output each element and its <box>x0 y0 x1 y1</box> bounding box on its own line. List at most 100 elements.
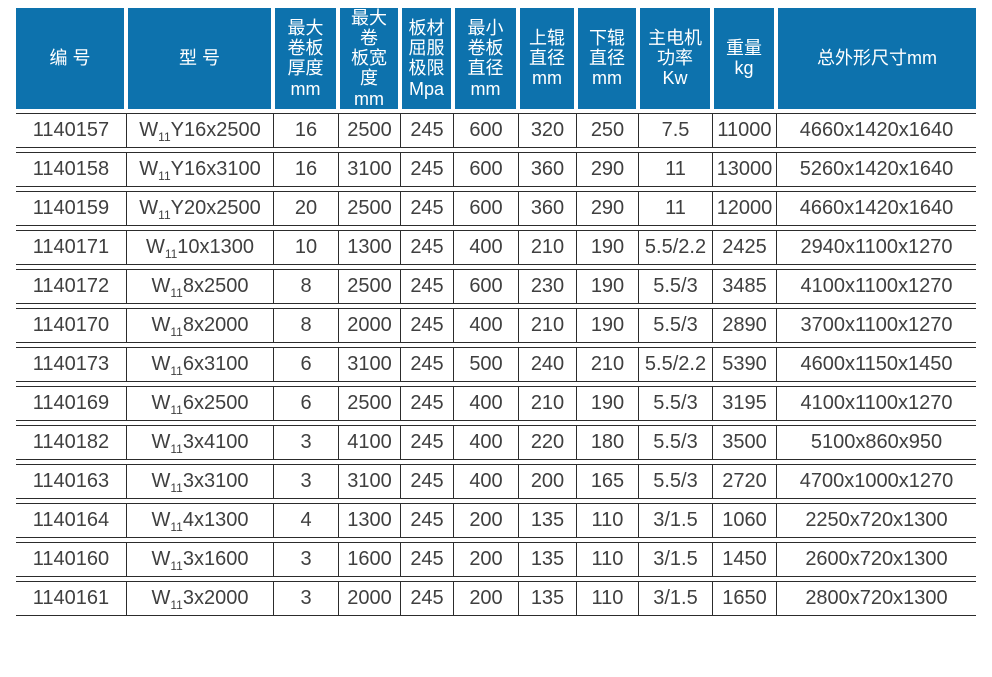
table-row: 1140169 W116x2500 6 2500 245 400 210 190 5.5/3 31… <box>16 385 976 421</box>
cell-overall-dimensions: 2250x720x1300 <box>776 502 976 538</box>
column-header-weight: 重量 kg <box>712 8 776 109</box>
model-subscript: 11 <box>170 519 183 534</box>
cell-max-plate-thickness: 6 <box>273 385 338 421</box>
cell-weight: 11000 <box>712 112 776 148</box>
column-header-max-plate-thickness: 最大 卷板 厚度 mm <box>273 8 338 109</box>
cell-overall-dimensions: 4100x1100x1270 <box>776 385 976 421</box>
model-base: W <box>151 391 171 414</box>
cell-max-plate-thickness: 8 <box>273 268 338 304</box>
model-base: W <box>139 157 159 180</box>
table-row: 1140158 W11Y16x3100 16 3100 245 600 360 290 11 13… <box>16 151 976 187</box>
model-rest: 6x3100 <box>182 352 249 375</box>
cell-lower-roller-diameter: 290 <box>576 151 638 187</box>
spec-table-body: 1140157 W11Y16x2500 16 2500 245 600 320 250 7.5 1… <box>16 112 976 616</box>
cell-lower-roller-diameter: 110 <box>576 541 638 577</box>
cell-overall-dimensions: 4660x1420x1640 <box>776 112 976 148</box>
cell-min-roll-diameter: 200 <box>453 541 518 577</box>
cell-weight: 1060 <box>712 502 776 538</box>
model-rest: 3x2000 <box>182 586 249 609</box>
cell-lower-roller-diameter: 190 <box>576 229 638 265</box>
cell-yield-limit: 245 <box>400 346 453 382</box>
cell-max-plate-width: 2500 <box>338 190 400 226</box>
cell-model: W11Y20x2500 <box>126 190 273 226</box>
table-row: 1140159 W11Y20x2500 20 2500 245 600 360 290 11 12… <box>16 190 976 226</box>
model-base: W <box>151 586 171 609</box>
model-subscript: 11 <box>158 168 171 183</box>
column-header-max-plate-width: 最大 卷 板宽 度 mm <box>338 8 400 109</box>
cell-max-plate-width: 2000 <box>338 580 400 616</box>
cell-yield-limit: 245 <box>400 112 453 148</box>
cell-max-plate-thickness: 4 <box>273 502 338 538</box>
model-subscript: 11 <box>164 246 178 261</box>
cell-min-roll-diameter: 600 <box>453 190 518 226</box>
cell-weight: 5390 <box>712 346 776 382</box>
cell-min-roll-diameter: 600 <box>453 268 518 304</box>
table-row: 1140157 W11Y16x2500 16 2500 245 600 320 250 7.5 1… <box>16 112 976 148</box>
cell-model: W116x2500 <box>126 385 273 421</box>
model-rest: 6x2500 <box>182 391 249 414</box>
cell-max-plate-width: 4100 <box>338 424 400 460</box>
cell-main-motor-power: 3/1.5 <box>638 580 712 616</box>
cell-weight: 13000 <box>712 151 776 187</box>
column-header-serial: 编 号 <box>16 8 126 109</box>
cell-max-plate-thickness: 10 <box>273 229 338 265</box>
cell-min-roll-diameter: 600 <box>453 112 518 148</box>
cell-main-motor-power: 5.5/2.2 <box>638 229 712 265</box>
cell-min-roll-diameter: 400 <box>453 229 518 265</box>
cell-max-plate-width: 1600 <box>338 541 400 577</box>
model-subscript: 11 <box>158 129 171 144</box>
cell-weight: 12000 <box>712 190 776 226</box>
cell-serial: 1140161 <box>16 580 126 616</box>
cell-overall-dimensions: 4700x1000x1270 <box>776 463 976 499</box>
header-row: 编 号 型 号 最大 卷板 厚度 mm 最大 卷 板宽 度 mm 板材 屈服 极… <box>16 8 976 109</box>
cell-serial: 1140163 <box>16 463 126 499</box>
cell-lower-roller-diameter: 110 <box>576 502 638 538</box>
cell-overall-dimensions: 4660x1420x1640 <box>776 190 976 226</box>
cell-weight: 1650 <box>712 580 776 616</box>
model-rest: Y16x2500 <box>170 118 261 141</box>
cell-serial: 1140157 <box>16 112 126 148</box>
cell-max-plate-thickness: 6 <box>273 346 338 382</box>
cell-upper-roller-diameter: 200 <box>518 463 576 499</box>
cell-lower-roller-diameter: 210 <box>576 346 638 382</box>
cell-model: W118x2000 <box>126 307 273 343</box>
cell-max-plate-thickness: 16 <box>273 151 338 187</box>
model-subscript: 11 <box>170 285 183 300</box>
cell-serial: 1140160 <box>16 541 126 577</box>
cell-min-roll-diameter: 200 <box>453 502 518 538</box>
cell-min-roll-diameter: 400 <box>453 307 518 343</box>
table-row: 1140173 W116x3100 6 3100 245 500 240 210 5.5/2.2… <box>16 346 976 382</box>
cell-min-roll-diameter: 200 <box>453 580 518 616</box>
model-rest: 8x2000 <box>182 313 249 336</box>
cell-weight: 1450 <box>712 541 776 577</box>
cell-yield-limit: 245 <box>400 385 453 421</box>
cell-min-roll-diameter: 500 <box>453 346 518 382</box>
cell-weight: 2720 <box>712 463 776 499</box>
table-row: 1140182 W113x4100 3 4100 245 400 220 180 5.5/3 35… <box>16 424 976 460</box>
cell-overall-dimensions: 2940x1100x1270 <box>776 229 976 265</box>
cell-upper-roller-diameter: 210 <box>518 385 576 421</box>
model-base: W <box>151 430 171 453</box>
cell-max-plate-thickness: 3 <box>273 580 338 616</box>
cell-max-plate-width: 1300 <box>338 502 400 538</box>
cell-min-roll-diameter: 400 <box>453 463 518 499</box>
cell-min-roll-diameter: 400 <box>453 424 518 460</box>
cell-main-motor-power: 5.5/3 <box>638 463 712 499</box>
cell-serial: 1140171 <box>16 229 126 265</box>
cell-overall-dimensions: 2800x720x1300 <box>776 580 976 616</box>
cell-weight: 3485 <box>712 268 776 304</box>
cell-lower-roller-diameter: 180 <box>576 424 638 460</box>
table-row: 1140164 W114x1300 4 1300 245 200 135 110 3/1.5 10… <box>16 502 976 538</box>
model-base: W <box>151 469 171 492</box>
model-base: W <box>151 508 171 531</box>
cell-model: W116x3100 <box>126 346 273 382</box>
cell-max-plate-thickness: 3 <box>273 463 338 499</box>
cell-overall-dimensions: 4100x1100x1270 <box>776 268 976 304</box>
column-header-upper-roller-diameter: 上辊 直径 mm <box>518 8 576 109</box>
cell-upper-roller-diameter: 135 <box>518 541 576 577</box>
model-rest: Y16x3100 <box>170 157 261 180</box>
cell-max-plate-width: 2000 <box>338 307 400 343</box>
cell-model: W1110x1300 <box>126 229 273 265</box>
cell-model: W113x4100 <box>126 424 273 460</box>
cell-max-plate-width: 2500 <box>338 385 400 421</box>
